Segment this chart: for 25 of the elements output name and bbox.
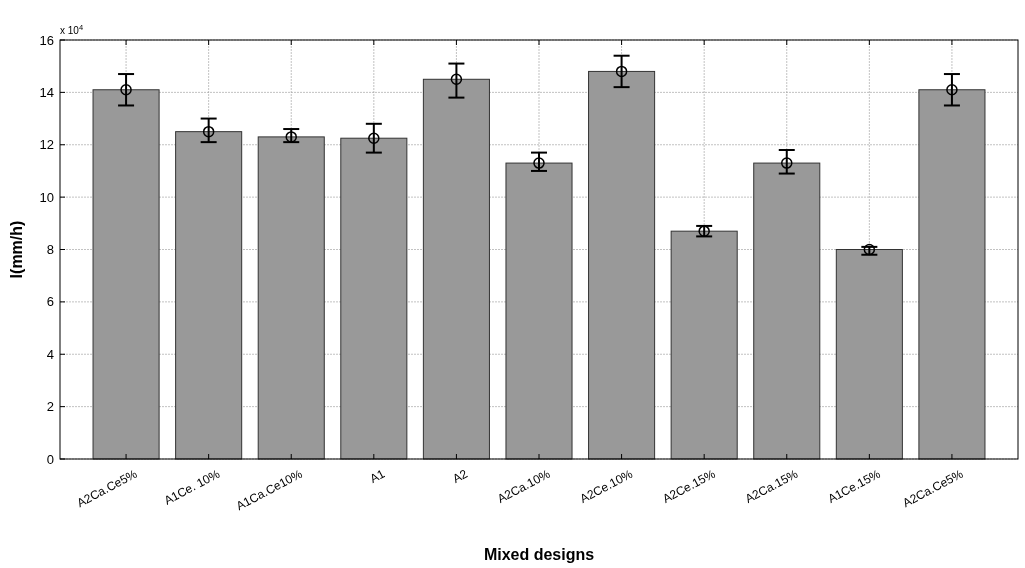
x-tick-label: A2 [450,466,471,486]
point [450,73,463,86]
y-tick-label: 6 [46,294,54,310]
point [202,125,215,138]
y-tick-label: 8 [46,242,54,258]
y-tick-label: 10 [39,189,54,205]
point [698,225,710,237]
y-tick-label: 14 [39,84,54,100]
point [946,84,958,96]
x-axis-title: Mixed designs [483,546,595,563]
y-tick-label: 16 [39,32,54,48]
point [120,84,132,96]
x-tick-label: A1 [367,466,388,486]
y-tick-label: 4 [46,346,54,362]
text: x 10$^{4}$ [60,22,84,36]
point [781,157,793,169]
y-tick-label: 0 [46,451,54,467]
point [285,131,297,143]
y-tick-label: 12 [39,137,54,153]
y-axis-title: I(mm/h) [8,220,25,279]
point [615,65,628,78]
point [368,132,380,144]
x-tick-label: A1Ce. 10% [161,466,223,508]
y-tick-label: 2 [46,399,54,415]
point [533,157,545,169]
